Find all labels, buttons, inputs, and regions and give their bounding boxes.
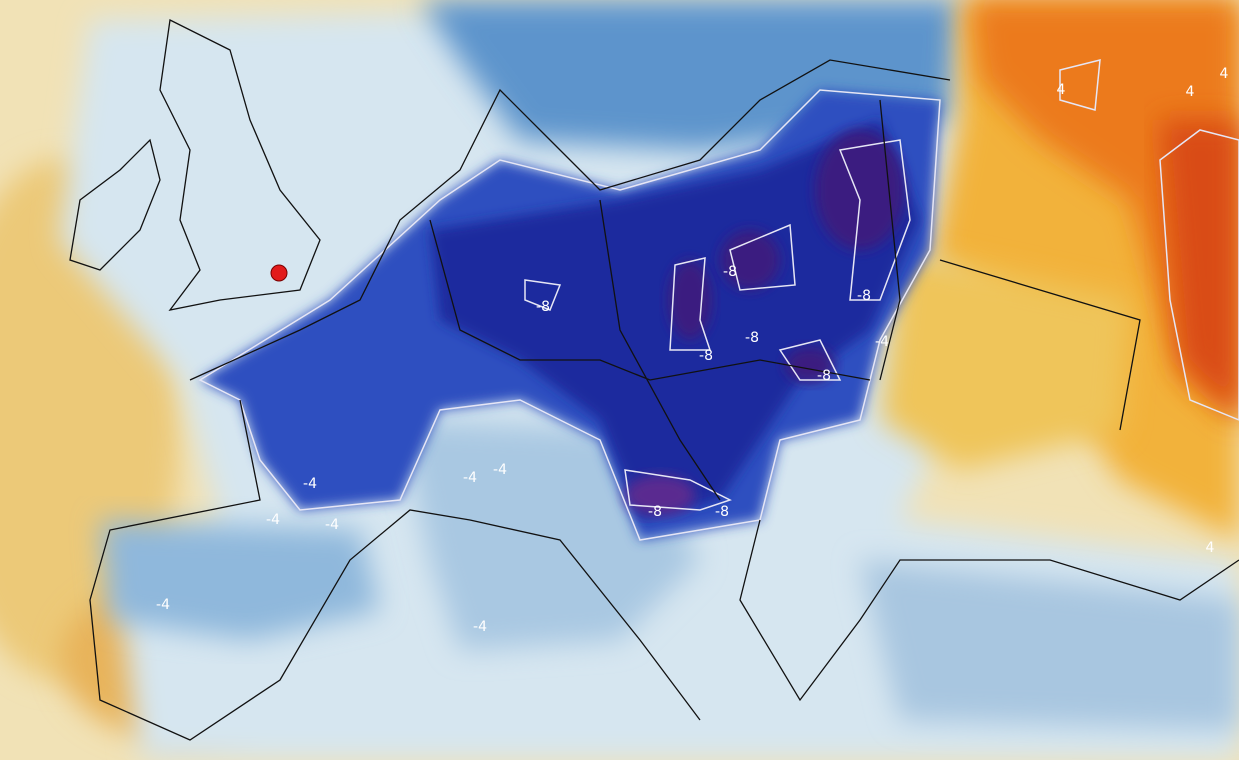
contour-label: -4	[303, 476, 317, 492]
contour-label: -4	[493, 462, 507, 478]
contour-line	[729, 223, 796, 291]
contour-labels: -8 -8 -8 -8 -8 -8 -8 -8 -4 -4 -4 -4 -4 -4 -4 -4 4 4 4 4	[156, 66, 1229, 635]
contour-line	[524, 279, 562, 311]
contour-label: -8	[648, 504, 662, 520]
contour-label: 4	[1220, 66, 1229, 82]
warm-area	[970, 0, 1239, 420]
north-coast	[189, 59, 951, 381]
warm-area	[880, 250, 1130, 470]
contour-label: -4	[266, 512, 280, 528]
very-cold-area	[668, 260, 712, 340]
contour-label: -4	[325, 517, 339, 533]
contour-label: -8	[715, 504, 729, 520]
cool-area	[860, 560, 1239, 730]
contour-label: 4	[1057, 82, 1066, 98]
contour-label: -8	[536, 299, 550, 315]
very-cold-area	[815, 130, 905, 250]
contour-line	[838, 139, 911, 301]
contour-line	[1159, 129, 1239, 421]
contour-label: -4	[473, 619, 487, 635]
very-cold-area	[625, 475, 695, 515]
very-cold-area	[720, 230, 780, 290]
east-coast	[739, 519, 1239, 702]
ireland-outline	[69, 138, 161, 271]
contour-line	[1059, 59, 1101, 111]
contour-label: 4	[1186, 84, 1195, 100]
contour-line	[778, 339, 842, 381]
contour-label: -4	[463, 470, 477, 486]
location-marker	[270, 264, 288, 282]
contour-label: 4	[1206, 540, 1215, 556]
cool-area	[100, 520, 380, 640]
contour-label: -4	[875, 334, 889, 350]
contour-line	[198, 89, 941, 541]
contours	[198, 59, 1239, 541]
south-coast	[89, 399, 701, 741]
borders	[429, 99, 1141, 501]
contour-label: -4	[156, 597, 170, 613]
very-cold-area	[785, 347, 835, 383]
contour-label: -8	[723, 264, 737, 280]
contour-line	[669, 257, 712, 351]
contour-label: -8	[745, 330, 759, 346]
contour-label: -8	[857, 288, 871, 304]
britain-outline	[159, 19, 321, 311]
coastlines	[69, 19, 1239, 741]
contour-label: -8	[817, 368, 831, 384]
contour-label: -8	[699, 348, 713, 364]
contour-line	[624, 469, 732, 511]
